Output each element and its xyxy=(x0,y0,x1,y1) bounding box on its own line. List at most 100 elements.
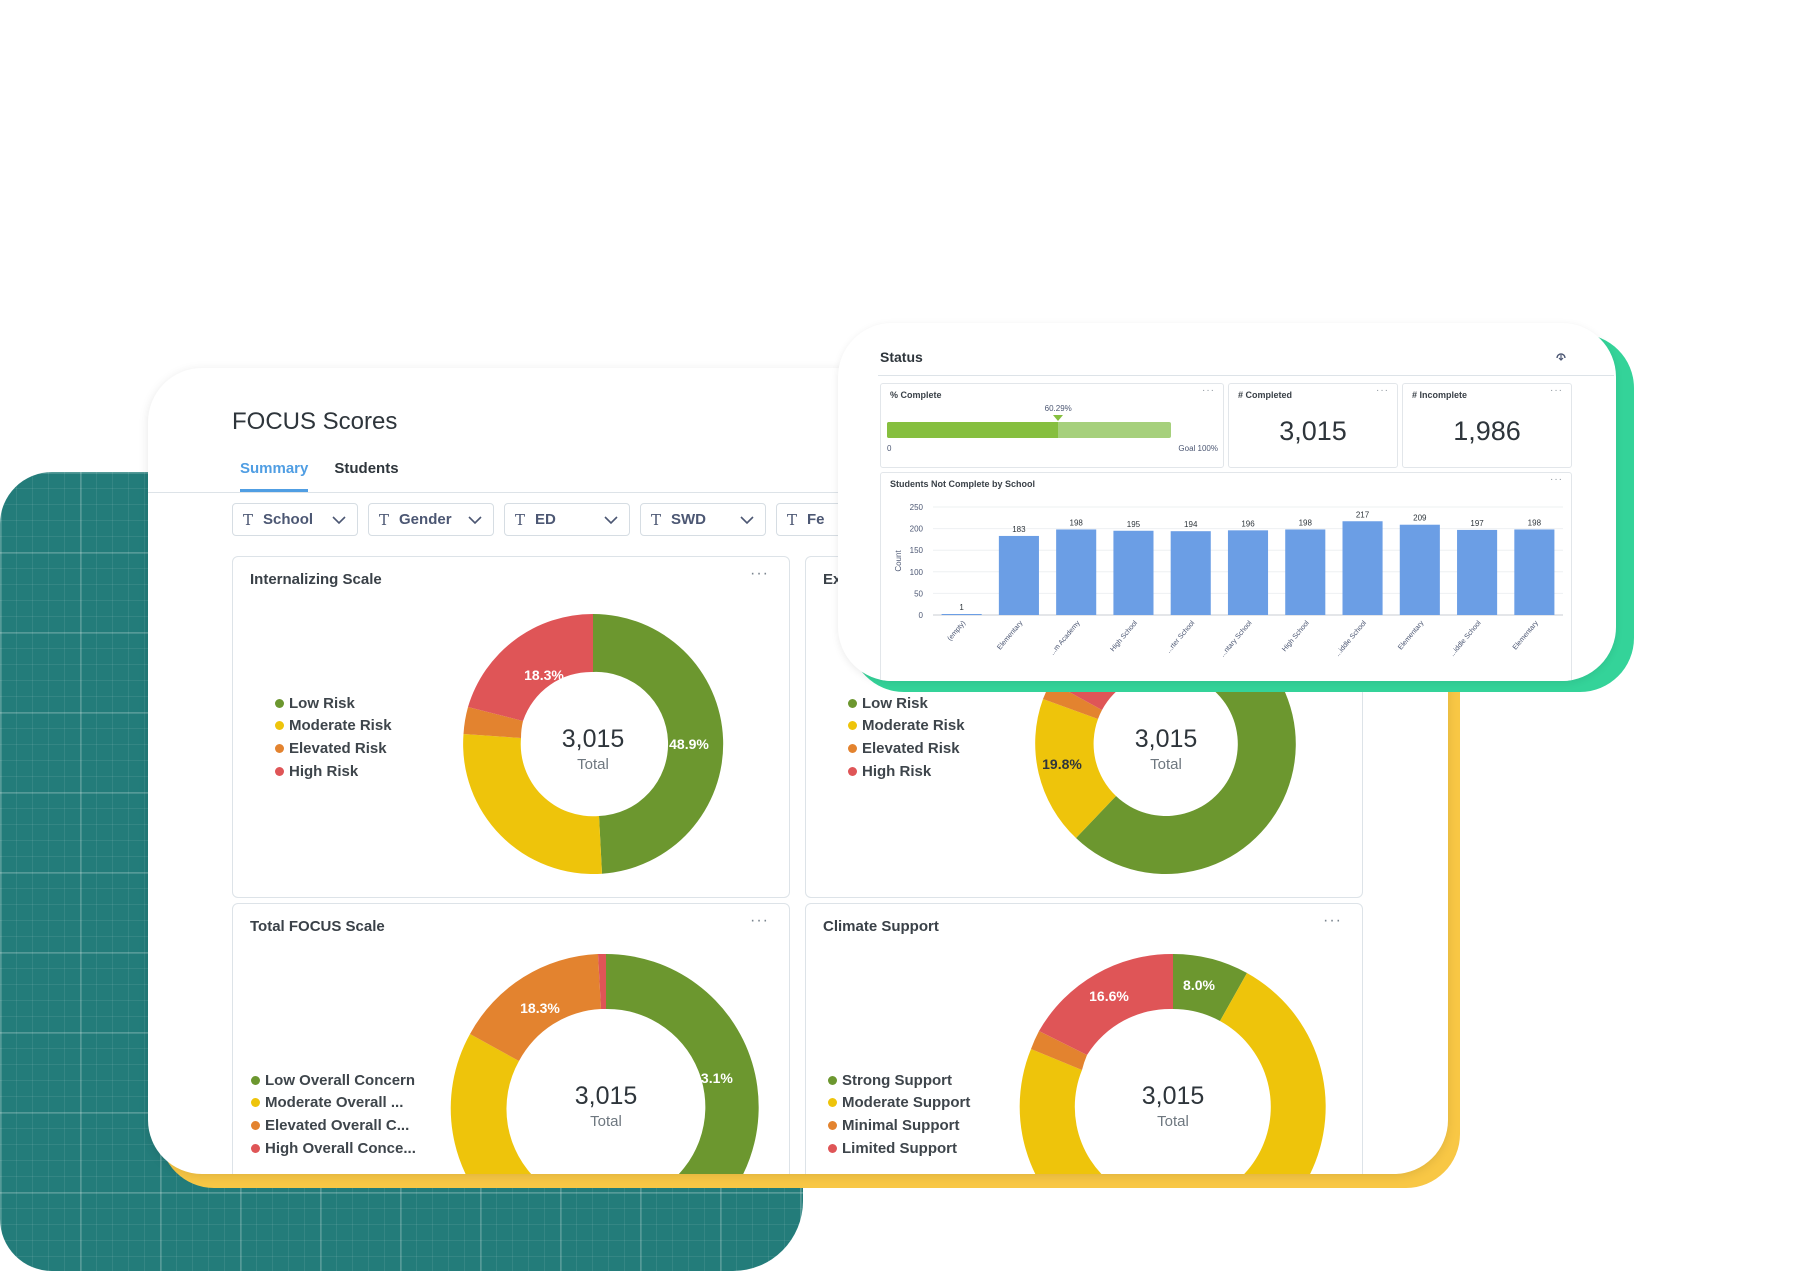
tab-students[interactable]: Students xyxy=(334,460,399,477)
legend-dot xyxy=(828,1075,837,1085)
legend-item: Low Risk xyxy=(275,692,392,715)
legend-dot xyxy=(251,1098,260,1108)
legend-item: Limited Support xyxy=(828,1137,970,1160)
more-options-icon[interactable]: ··· xyxy=(1202,385,1215,396)
progress-min-label: 0 xyxy=(887,444,892,453)
bar[interactable] xyxy=(1399,524,1440,615)
incomplete-count: 1,986 xyxy=(1453,416,1521,446)
legend-label: Moderate Overall ... xyxy=(265,1094,404,1112)
progress-value-label: 60.29% xyxy=(1044,404,1072,413)
legend-label: Moderate Support xyxy=(842,1094,971,1112)
filter-ed[interactable]: T ED xyxy=(504,503,630,536)
filter-label: SWD xyxy=(671,511,707,528)
donut-segment-strong-support[interactable] xyxy=(1173,953,1247,1021)
bar-value-label: 194 xyxy=(1184,520,1198,529)
donut-chart: 8.0% 16.6% 3,015 Total xyxy=(1019,953,1326,1174)
donut-segment-moderate-overall[interactable] xyxy=(450,1034,691,1174)
more-options-icon[interactable]: ··· xyxy=(1550,474,1563,485)
filter-swd[interactable]: T SWD xyxy=(640,503,766,536)
bar[interactable] xyxy=(1457,529,1498,615)
more-options-icon[interactable]: ··· xyxy=(750,565,769,582)
legend-dot xyxy=(828,1120,837,1130)
filter-gender[interactable]: T Gender xyxy=(368,503,494,536)
donut-segment-high-risk[interactable] xyxy=(468,613,593,721)
bar[interactable] xyxy=(1227,530,1269,615)
donut-segment-moderate-risk[interactable] xyxy=(463,734,602,875)
legend-item: High Overall Conce... xyxy=(251,1137,416,1160)
text-type-icon: T xyxy=(243,510,254,529)
bar[interactable] xyxy=(1514,529,1555,615)
segment-label: 18.3% xyxy=(520,1000,560,1016)
donut-segment-limited-support[interactable] xyxy=(1039,953,1173,1055)
legend-item: Minimal Support xyxy=(828,1114,970,1137)
bar-value-label: 209 xyxy=(1413,514,1427,523)
legend-item: Moderate Risk xyxy=(275,715,392,738)
more-options-icon[interactable]: ··· xyxy=(1550,385,1563,396)
bar[interactable] xyxy=(1056,529,1097,615)
donut-segment-moderate-support[interactable] xyxy=(1019,973,1326,1174)
donut-segment-elevated-risk[interactable] xyxy=(463,707,524,738)
legend: Low Risk Moderate Risk Elevated Risk Hig… xyxy=(848,692,965,782)
bar-value-label: 198 xyxy=(1070,518,1084,527)
panel-title: Climate Support xyxy=(823,918,939,935)
bar[interactable] xyxy=(1113,530,1154,615)
filter-label: Fe xyxy=(807,511,825,528)
mini-card-title: Students Not Complete by School xyxy=(890,479,1036,489)
chevron-down-icon xyxy=(604,515,618,524)
bar-value-label: 197 xyxy=(1470,519,1484,528)
more-options-icon[interactable]: ··· xyxy=(1376,385,1389,396)
segment-label: 19.8% xyxy=(1042,756,1082,772)
legend-item: Moderate Support xyxy=(828,1092,970,1115)
donut-segment-moderate-risk[interactable] xyxy=(1035,699,1116,838)
legend-label: Low Overall Concern xyxy=(265,1071,416,1089)
x-tick-label: Elementary xyxy=(1397,619,1425,651)
text-type-icon: T xyxy=(379,510,390,529)
bar-value-label: 198 xyxy=(1299,518,1313,527)
legend-item: Low Overall Concern xyxy=(251,1069,416,1092)
x-tick-label: ...iddle School xyxy=(1334,619,1368,658)
bar[interactable] xyxy=(1170,531,1211,615)
bar[interactable] xyxy=(1342,521,1383,615)
filter-label: School xyxy=(263,511,314,528)
progress-marker xyxy=(1053,415,1064,421)
x-tick-label: ...m Academy xyxy=(1049,619,1082,656)
panel-total-focus-scale: Total FOCUS Scale ··· Low Overall Concer… xyxy=(232,903,790,1174)
donut-segment-low-overall-concern[interactable] xyxy=(606,954,759,1174)
page-title: FOCUS Scores xyxy=(232,408,398,435)
y-tick-label: 100 xyxy=(910,568,924,577)
more-options-icon[interactable]: ··· xyxy=(1323,912,1342,929)
legend-dot xyxy=(848,766,857,776)
legend-item: Low Risk xyxy=(848,692,965,715)
donut-total-value: 3,015 xyxy=(575,1082,638,1110)
completed-count: 3,015 xyxy=(1279,416,1347,446)
legend-label: High Risk xyxy=(289,762,359,780)
tab-summary[interactable]: Summary xyxy=(240,460,309,492)
text-type-icon: T xyxy=(651,510,662,529)
donut-total-label: Total xyxy=(590,1113,622,1130)
donut-segment-high-overall[interactable] xyxy=(598,953,606,1009)
donut-segment-low-risk[interactable] xyxy=(593,613,724,874)
legend-label: Elevated Overall C... xyxy=(265,1116,410,1134)
progress-goal-label: Goal 100% xyxy=(1178,444,1218,453)
progress-bar-fill xyxy=(887,422,1059,438)
y-tick-label: 50 xyxy=(914,589,923,598)
y-tick-label: 0 xyxy=(919,611,924,620)
legend-label: Limited Support xyxy=(842,1139,957,1157)
bar[interactable] xyxy=(1285,529,1326,615)
bar-value-label: 1 xyxy=(959,603,964,612)
status-divider xyxy=(878,375,1614,376)
filter-label: Gender xyxy=(399,511,452,528)
bar[interactable] xyxy=(941,614,982,615)
donut-total-value: 3,015 xyxy=(1135,725,1198,753)
mini-card-title: # Completed xyxy=(1238,390,1293,400)
legend-dot xyxy=(828,1098,837,1108)
donut-segment-elevated-overall[interactable] xyxy=(470,954,601,1061)
incomplete-card: # Incomplete ··· 1,986 xyxy=(1402,383,1572,468)
filter-school[interactable]: T School xyxy=(232,503,358,536)
more-options-icon[interactable]: ··· xyxy=(750,912,769,929)
bar[interactable] xyxy=(998,535,1039,615)
x-tick-label: ...rter School xyxy=(1165,619,1196,654)
chevron-down-icon xyxy=(740,515,754,524)
refresh-icon[interactable] xyxy=(1554,349,1568,363)
donut-segment-minimal-support[interactable] xyxy=(1031,1031,1087,1070)
